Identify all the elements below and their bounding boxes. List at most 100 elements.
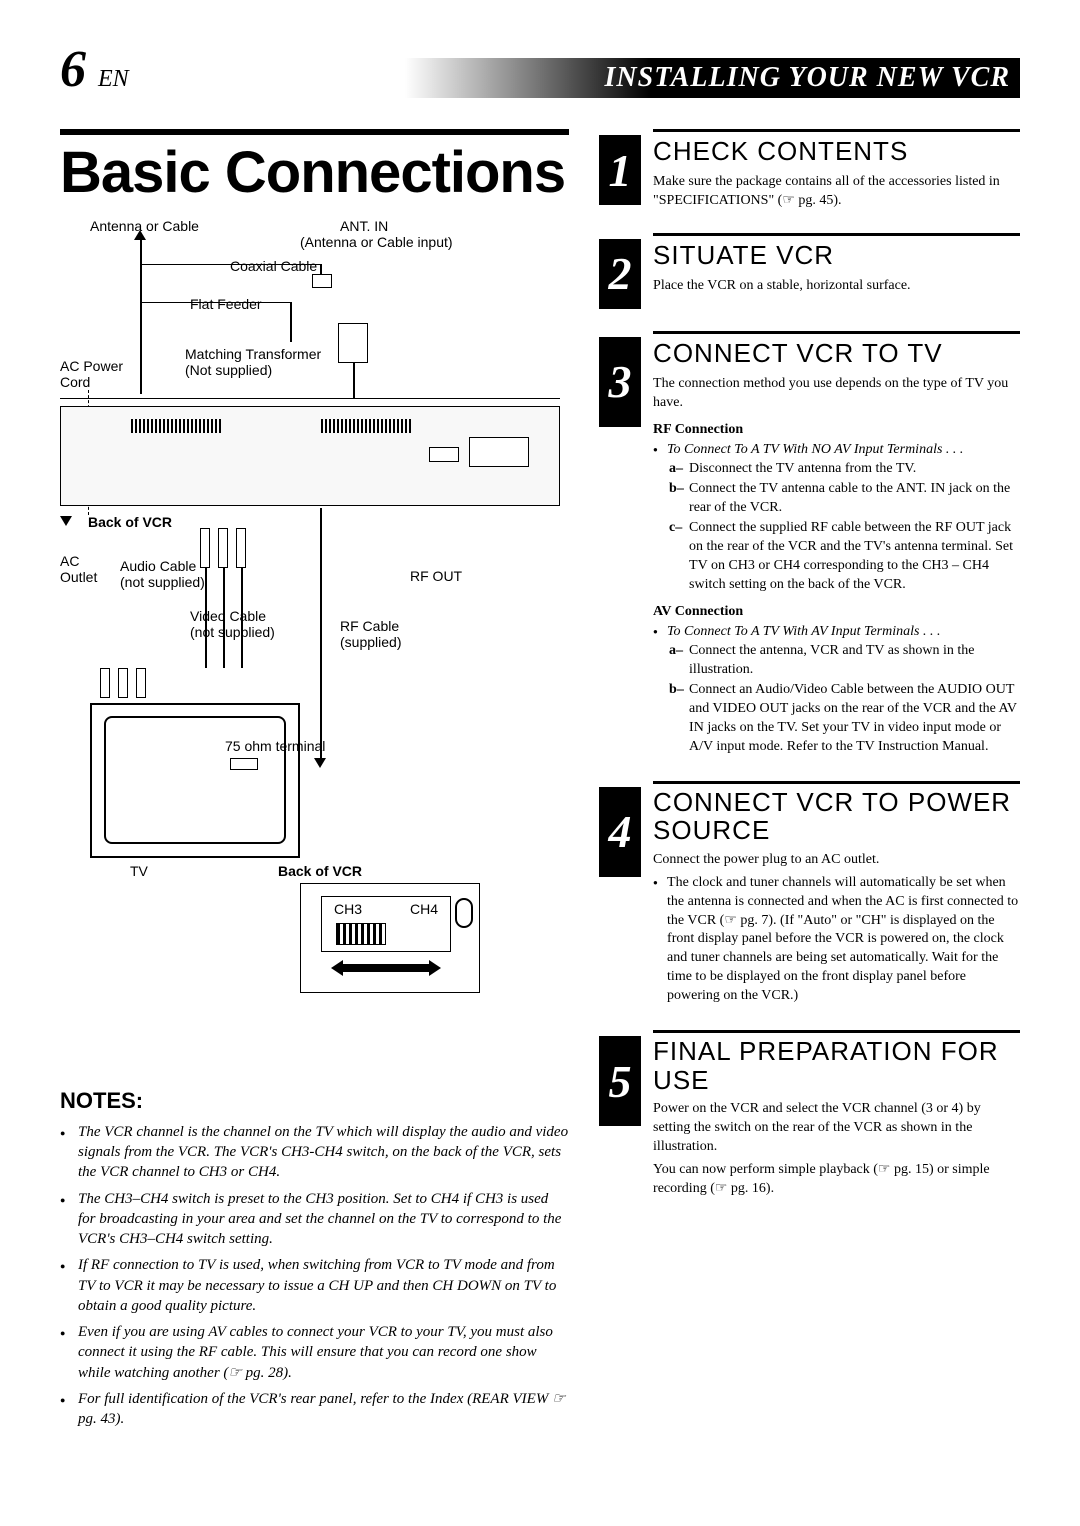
- lang-label: EN: [98, 66, 129, 92]
- step-intro: The connection method you use depends on…: [653, 375, 1020, 413]
- label-matching-sub: (Not supplied): [185, 362, 272, 379]
- right-column: 1 CHECK CONTENTS Make sure the package c…: [599, 129, 1020, 1435]
- step-body: Make sure the package contains all of th…: [653, 173, 1020, 211]
- label-rf-cable-sub: (supplied): [340, 634, 401, 651]
- step-5: 5 FINAL PREPARATION FOR USE Power on the…: [599, 1030, 1020, 1203]
- jack-panel-icon: [469, 437, 529, 467]
- step5-p1: Power on the VCR and select the VCR chan…: [653, 1100, 1020, 1157]
- plug-icon: [118, 668, 128, 698]
- note-item: For full identification of the VCR's rea…: [60, 1389, 569, 1430]
- line: [140, 302, 290, 304]
- step-4: 4 CONNECT VCR TO POWER SOURCE Connect th…: [599, 781, 1020, 1008]
- notes-title: NOTES:: [60, 1088, 569, 1114]
- ch-switch-box: CH3 CH4: [300, 883, 480, 993]
- label-75ohm: 75 ohm terminal: [225, 738, 325, 755]
- label-ac-power: AC Power: [60, 358, 123, 375]
- main-title: Basic Connections: [60, 129, 569, 204]
- label-video-cable: Video Cable: [190, 608, 266, 625]
- av-item: a–Connect the antenna, VCR and TV as sho…: [669, 642, 1020, 680]
- rf-connection-title: RF Connection: [653, 421, 1020, 440]
- line: [241, 568, 243, 668]
- switch-slider-icon: [336, 923, 386, 945]
- arrowhead-icon: [331, 960, 343, 976]
- label-ac-outlet2: Outlet: [60, 569, 97, 586]
- vent-icon: [321, 419, 411, 433]
- line: [140, 236, 142, 394]
- step5-p2: You can now perform simple playback (☞ p…: [653, 1161, 1020, 1199]
- label-matching: Matching Transformer: [185, 346, 321, 363]
- line: [320, 508, 322, 718]
- label-video-cable-sub: (not supplied): [190, 624, 275, 641]
- double-arrow-bar: [341, 964, 431, 972]
- step-title: SITUATE VCR: [653, 233, 1020, 271]
- vcr-back-box: [60, 406, 560, 506]
- header-title: INSTALLING YOUR NEW VCR: [405, 58, 1021, 98]
- page-header: 6 EN INSTALLING YOUR NEW VCR: [60, 40, 1020, 99]
- label-back-vcr2: Back of VCR: [278, 863, 362, 880]
- arrowhead-icon: [134, 230, 146, 240]
- step-body: Connect the power plug to an AC outlet. …: [653, 851, 1020, 1006]
- rf-list: To Connect To A TV With NO AV Input Term…: [653, 441, 1020, 594]
- label-ac-outlet: AC: [60, 553, 79, 570]
- step-body: The connection method you use depends on…: [653, 375, 1020, 757]
- label-ac-cord: Cord: [60, 374, 90, 391]
- note-item: Even if you are using AV cables to conne…: [60, 1322, 569, 1383]
- terminal-icon: [230, 758, 258, 770]
- label-ant-in-sub: (Antenna or Cable input): [300, 234, 453, 251]
- note-item: If RF connection to TV is used, when swi…: [60, 1255, 569, 1316]
- line: [60, 398, 560, 400]
- arrowhead-icon: [60, 516, 72, 526]
- line: [140, 264, 320, 266]
- transformer-icon: [338, 323, 368, 363]
- jack-icon: [455, 898, 473, 928]
- label-rf-cable: RF Cable: [340, 618, 399, 635]
- step-title: CHECK CONTENTS: [653, 129, 1020, 167]
- av-connection-title: AV Connection: [653, 603, 1020, 622]
- step-number: 4: [599, 787, 641, 877]
- plug-icon: [136, 668, 146, 698]
- label-audio-cable-sub: (not supplied): [120, 574, 205, 591]
- label-coaxial: Coaxial Cable: [230, 258, 317, 275]
- label-ant-in: ANT. IN: [340, 218, 388, 235]
- rf-intro: To Connect To A TV With NO AV Input Term…: [667, 442, 963, 457]
- vent-icon: [131, 419, 221, 433]
- line: [290, 302, 292, 342]
- step-2: 2 SITUATE VCR Place the VCR on a stable,…: [599, 233, 1020, 309]
- jack-icon: [429, 447, 459, 462]
- step-title: CONNECT VCR TO POWER SOURCE: [653, 781, 1020, 845]
- left-column: Basic Connections Antenna or Cable ANT. …: [60, 129, 569, 1435]
- label-tv: TV: [130, 863, 148, 880]
- step4-bullets: The clock and tuner channels will automa…: [653, 874, 1020, 1006]
- label-flat-feeder: Flat Feeder: [190, 296, 262, 313]
- step-title: CONNECT VCR TO TV: [653, 331, 1020, 369]
- label-rf-out: RF OUT: [410, 568, 462, 585]
- page-number: 6: [60, 41, 86, 98]
- arrowhead-icon: [314, 758, 326, 768]
- step-1: 1 CHECK CONTENTS Make sure the package c…: [599, 129, 1020, 211]
- notes-list: The VCR channel is the channel on the TV…: [60, 1122, 569, 1430]
- connection-diagram: Antenna or Cable ANT. IN (Antenna or Cab…: [60, 218, 569, 1078]
- line: [320, 718, 322, 763]
- step-body: Power on the VCR and select the VCR chan…: [653, 1100, 1020, 1198]
- plug-icon: [100, 668, 110, 698]
- tv-screen: [104, 716, 286, 844]
- av-sub-list: a–Connect the antenna, VCR and TV as sho…: [669, 642, 1020, 756]
- page-number-block: 6 EN: [60, 40, 129, 99]
- plug-icon: [200, 528, 210, 568]
- av-item: b–Connect an Audio/Video Cable between t…: [669, 681, 1020, 757]
- bullet-item: The clock and tuner channels will automa…: [653, 874, 1020, 1006]
- label-ch4: CH4: [410, 901, 438, 917]
- note-item: The VCR channel is the channel on the TV…: [60, 1122, 569, 1183]
- step-number: 3: [599, 337, 641, 427]
- note-item: The CH3–CH4 switch is preset to the CH3 …: [60, 1189, 569, 1250]
- label-ch3: CH3: [334, 901, 362, 917]
- arrowhead-icon: [429, 960, 441, 976]
- rf-item: c–Connect the supplied RF cable between …: [669, 519, 1020, 595]
- rf-item: b–Connect the TV antenna cable to the AN…: [669, 480, 1020, 518]
- step-number: 1: [599, 135, 641, 205]
- step-title: FINAL PREPARATION FOR USE: [653, 1030, 1020, 1094]
- step-intro: Connect the power plug to an AC outlet.: [653, 851, 1020, 870]
- av-intro: To Connect To A TV With AV Input Termina…: [667, 624, 940, 639]
- label-back-vcr: Back of VCR: [88, 514, 172, 531]
- rf-sub-list: a–Disconnect the TV antenna from the TV.…: [669, 460, 1020, 594]
